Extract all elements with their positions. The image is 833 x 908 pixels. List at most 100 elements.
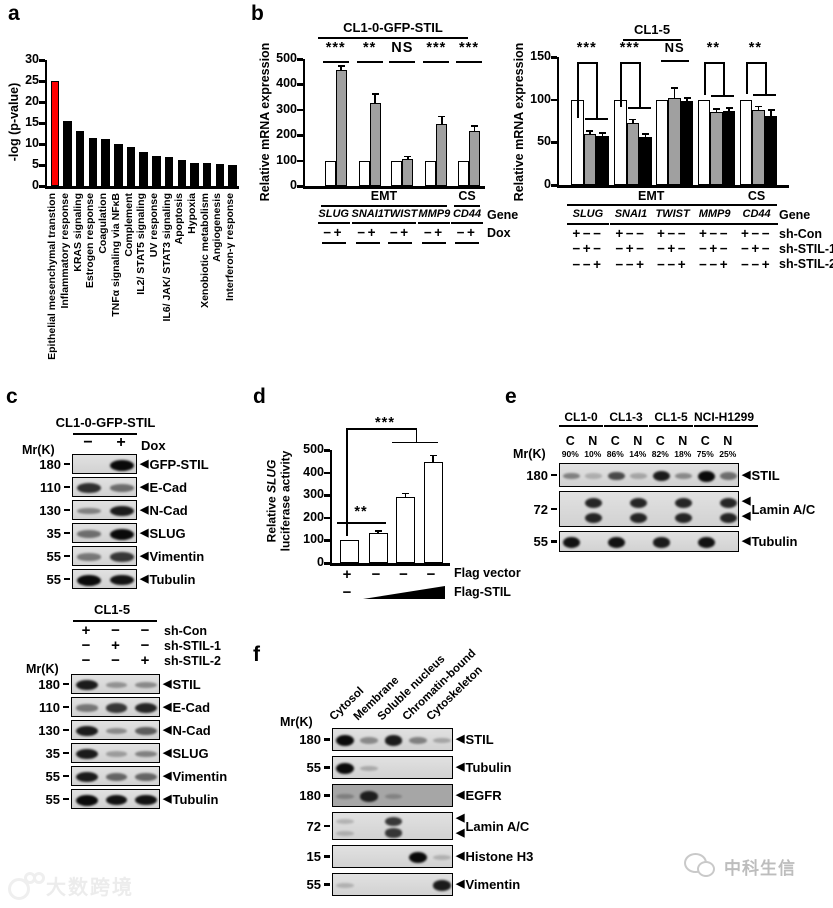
arrowhead-icon: ◀: [456, 878, 465, 890]
protein-band: [630, 497, 648, 508]
y-tick-label: 400: [276, 76, 297, 91]
bracket-top-line: [346, 428, 418, 430]
y-tick-label: 300: [276, 101, 297, 116]
arrowhead-icon: ◀: [163, 746, 172, 759]
error-bar-cap: [371, 92, 379, 95]
dox-underline: [355, 242, 380, 244]
protein-band: [607, 537, 625, 548]
bracket-right-leg: [639, 62, 641, 107]
bar: [368, 532, 388, 563]
protein-band: [336, 818, 355, 824]
protein-band: [630, 512, 648, 523]
dox-pattern: −+: [456, 225, 478, 240]
gene-label: SLUG: [572, 208, 604, 220]
mr-value: 15: [306, 849, 321, 864]
c-bottom-title-underline: [73, 620, 157, 623]
section-line: [454, 205, 480, 207]
bar: [458, 160, 469, 186]
dox-label: Dox: [141, 438, 166, 453]
blot-row-Vimentin: 55 ◀ Vimentin: [25, 766, 227, 786]
bar: [75, 130, 85, 186]
protein-label-cell: ◀ N-Cad: [163, 723, 211, 738]
y-tick-label: 100: [303, 532, 324, 547]
protein-name: STIL: [465, 732, 494, 747]
mr-tick: [64, 577, 70, 581]
condition-symbol: −: [111, 652, 120, 669]
protein-band: [675, 472, 693, 480]
dox-underline: [455, 242, 479, 244]
protein-name: Tubulin: [172, 791, 219, 807]
mr-marker: 35: [26, 526, 72, 541]
bracket-right-leg: [722, 62, 725, 95]
error-bar: [715, 109, 718, 113]
panel-d-plot: 0 100 200 300 400 500: [303, 442, 450, 569]
error-bar-cap: [586, 130, 594, 133]
significance-label: ***: [619, 40, 640, 56]
error-bar-cap: [629, 118, 637, 121]
panel-d-letter: d: [253, 385, 266, 408]
protein-band: [75, 704, 98, 712]
protein-band: [135, 726, 158, 736]
condition-pattern: −+−: [699, 241, 731, 257]
bar: [50, 81, 60, 186]
protein-label-cell: ◀ STIL: [163, 677, 201, 692]
protein-name: EGFR: [465, 788, 502, 803]
y-tick-mark: [297, 83, 303, 86]
bracket-top-line: [620, 62, 640, 64]
gene-label: TWIST: [383, 208, 418, 220]
blot-membrane-STIL: [71, 674, 160, 694]
protein-band: [105, 751, 128, 757]
mr-marker: 72: [250, 819, 332, 834]
e-headers: CL1-0 CL1-3 CL1-5 NCI-H1299 C N C N C N C N 90% 10% 86…: [505, 385, 833, 570]
percentage-label: 10%: [584, 449, 602, 459]
protein-band: [630, 473, 648, 479]
mr-value: 55: [46, 548, 61, 564]
blot-row-E-Cad: 110 ◀ E-Cad: [25, 697, 227, 717]
protein-band: [77, 483, 102, 493]
significance-line: [389, 61, 416, 63]
bar: [402, 159, 414, 186]
gene-row-label: Gene: [487, 208, 519, 222]
error-bar-cap: [713, 108, 721, 110]
protein-label-cell: ◀ Tubulin: [140, 572, 195, 587]
panel-f-letter: f: [253, 643, 260, 666]
percentage-label: 75%: [696, 449, 714, 459]
error-bar-cap: [404, 155, 412, 158]
bar: [215, 164, 225, 186]
section-label: EMT: [638, 189, 665, 203]
y-tick-label: 400: [303, 464, 324, 479]
category-label: Epithelial mesenchymal transtion: [46, 193, 59, 360]
c-top-lane-symbols: − +: [0, 385, 250, 597]
condition-pattern: −−+: [741, 256, 773, 272]
percentage-label: 90%: [561, 449, 579, 459]
blot-row-Tubulin: 55 ◀ Tubulin: [25, 789, 227, 809]
sh-con-row-label: sh-Con: [779, 227, 823, 241]
condition-pattern: −+−: [572, 241, 604, 257]
bar: [764, 115, 778, 185]
panel-b-left-plot: 0 100 200 300 400 500 *** ** NS *** ***: [276, 41, 485, 192]
y-tick-label: 30: [25, 52, 39, 66]
gene-underline: [566, 223, 609, 225]
protein-band: [720, 472, 738, 480]
blot-membrane-Lamin A/C: [559, 491, 739, 527]
flag-stil-label: Flag-STIL: [454, 585, 511, 599]
mr-marker: 180: [26, 457, 72, 472]
gene-underline: [693, 223, 736, 225]
error-bar: [644, 134, 647, 138]
arrowhead-icon: ◀: [140, 526, 149, 539]
protein-label-cell: ◀ E-Cad: [163, 700, 210, 715]
blot-row-N-Cad: 130 ◀ N-Cad: [26, 500, 209, 520]
condition-pattern: −+−: [615, 241, 647, 257]
bracket-cap-line: [392, 441, 438, 444]
mr-k-label: Mr(K): [513, 447, 546, 461]
arrowhead-icon: ◀: [163, 700, 172, 713]
flag-stil-gradient-wedge: [363, 586, 445, 599]
protein-band: [77, 530, 102, 538]
protein-name: Lamin A/C: [751, 501, 816, 517]
gene-row-label: Gene: [779, 208, 811, 222]
y-tick-mark: [324, 471, 330, 475]
arrowhead-icon: ◀: [140, 457, 149, 470]
category-label: Apoptosis: [173, 193, 186, 245]
blot-row-STIL: 180 ◀ STIL: [250, 728, 533, 751]
blot-membrane-Tubulin: [71, 789, 160, 809]
